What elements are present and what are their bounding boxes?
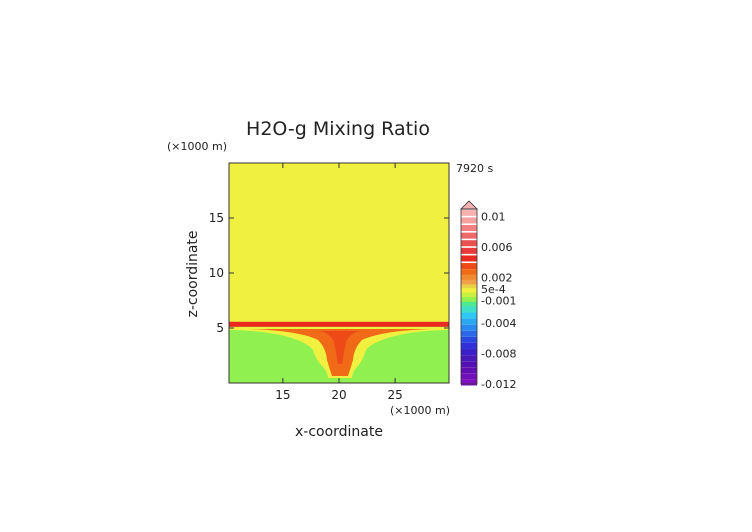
colorbar-level — [461, 318, 477, 325]
time-label: 7920 s — [456, 162, 493, 175]
x-unit-label: (×1000 m) — [390, 404, 450, 417]
y-tick-label: 10 — [209, 266, 224, 280]
x-axis: 15 20 25 — [275, 163, 403, 402]
colorbar-level — [461, 342, 477, 349]
x-tick-label: 20 — [331, 388, 346, 402]
y-tick-label: 15 — [209, 211, 224, 225]
colorbar-level — [461, 269, 477, 276]
colorbar-level — [461, 312, 477, 319]
colorbar-level — [461, 355, 477, 362]
colorbar-level — [461, 247, 477, 254]
plume-core-contour — [320, 331, 360, 364]
colorbar-level — [461, 349, 477, 356]
colorbar-level — [461, 379, 477, 386]
colorbar-level — [461, 255, 477, 262]
colorbar-level — [461, 274, 477, 281]
colorbar-level — [461, 279, 477, 286]
colorbar-level — [461, 288, 477, 295]
colorbar-tick-label: 0.002 — [481, 271, 513, 284]
colorbar-tick-label: -0.001 — [481, 294, 516, 307]
colorbar-level — [461, 232, 477, 239]
colorbar-level — [461, 301, 477, 308]
colorbar-tick-label: 5e-4 — [481, 283, 506, 296]
colorbar-level — [461, 297, 477, 304]
colorbar-level — [461, 217, 477, 224]
x-axis-title: x-coordinate — [295, 424, 383, 440]
colorbar-level — [461, 330, 477, 337]
colorbar-level — [461, 263, 477, 270]
y-axis-title: z-coordinate — [185, 230, 201, 317]
colorbar-level — [461, 240, 477, 247]
x-tick-label: 15 — [275, 388, 290, 402]
colorbar-level — [461, 292, 477, 299]
colorbar-level — [461, 306, 477, 313]
y-axis: 5 10 15 — [209, 211, 449, 335]
colorbar-level — [461, 209, 477, 216]
colorbar — [460, 200, 478, 386]
colorbar-level — [461, 336, 477, 343]
interface-band — [229, 321, 449, 327]
colorbar-level — [461, 284, 477, 291]
colorbar-tick-label: 0.006 — [481, 241, 513, 254]
chart-title: H2O-g Mixing Ratio — [246, 118, 430, 140]
colorbar-tick-label: 0.01 — [481, 211, 506, 224]
colorbar-tick-label: -0.008 — [481, 348, 516, 361]
x-tick-label: 25 — [387, 388, 402, 402]
colorbar-level — [461, 373, 477, 380]
colorbar-level — [461, 367, 477, 374]
colorbar-tick-label: -0.012 — [481, 378, 516, 391]
colorbar-tick-label: -0.004 — [481, 317, 516, 330]
plot-area: 15 20 25 5 10 15 — [209, 162, 450, 402]
colorbar-level — [461, 324, 477, 331]
y-tick-label: 5 — [216, 321, 224, 335]
colorbar-overflow-triangle — [460, 200, 478, 210]
colorbar-level — [461, 361, 477, 368]
colorbar-level — [461, 225, 477, 232]
colorbar-frame — [460, 208, 478, 385]
y-unit-label: (×1000 m) — [167, 140, 227, 153]
